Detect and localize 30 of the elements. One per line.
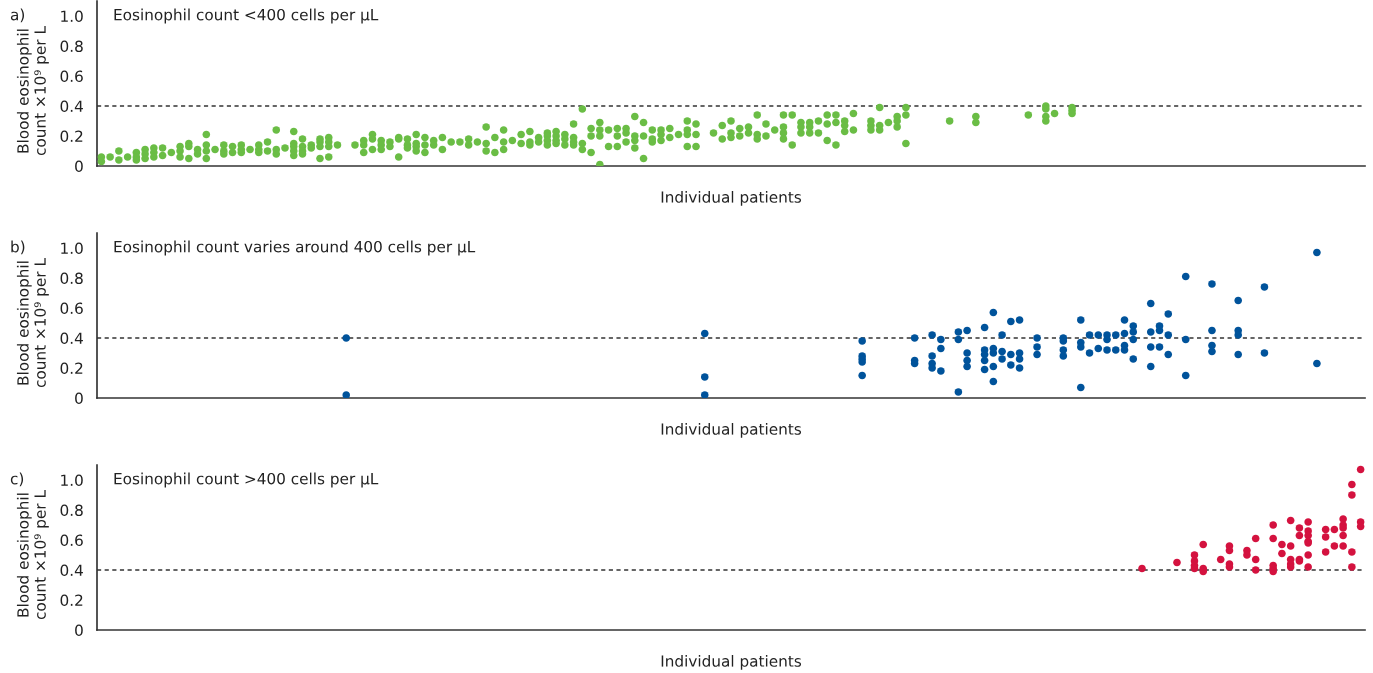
y-tick-label: 0 bbox=[75, 392, 83, 405]
y-tick-label: 0.2 bbox=[60, 594, 83, 607]
y-tick-label: 0.8 bbox=[60, 504, 83, 517]
text: c) bbox=[10, 472, 24, 487]
x-axis-title: Individual patients bbox=[661, 655, 802, 670]
y-tick-label: 0.8 bbox=[60, 40, 83, 53]
y-tick-label: 1.0 bbox=[61, 10, 83, 23]
y-tick-label: 0.6 bbox=[60, 70, 83, 83]
y-axis-title: Blood eosinophil count ×10⁹ per L bbox=[16, 490, 49, 620]
chart-title: Eosinophil count varies around 400 cells per μL bbox=[114, 240, 476, 256]
y-tick-label: 0.6 bbox=[60, 302, 83, 315]
y-tick-label: 0.4 bbox=[60, 332, 83, 345]
x-axis-title: Individual patients bbox=[661, 423, 802, 438]
chart-title: Eosinophil count <400 cells per μL bbox=[114, 8, 379, 24]
y-tick-label: 0.6 bbox=[60, 534, 83, 547]
y-tick-label: 0 bbox=[75, 624, 83, 637]
y-axis-title: Blood eosinophil count ×10⁹ per L bbox=[16, 26, 49, 156]
y-tick-label: 0.4 bbox=[60, 564, 83, 577]
text: a) bbox=[10, 8, 25, 23]
y-tick-label: 0.8 bbox=[60, 272, 83, 285]
y-tick-label: 0.4 bbox=[60, 100, 83, 113]
x-axis-title: Individual patients bbox=[661, 191, 802, 206]
y-tick-label: 1.0 bbox=[61, 474, 83, 487]
y-tick-label: 1.0 bbox=[61, 242, 83, 255]
chart-title: Eosinophil count >400 cells per μL bbox=[114, 472, 379, 488]
y-tick-label: 0 bbox=[75, 160, 83, 173]
y-axis-title: Blood eosinophil count ×10⁹ per L bbox=[16, 258, 49, 388]
y-tick-label: 0.2 bbox=[60, 130, 83, 143]
y-tick-label: 0.2 bbox=[60, 362, 83, 375]
text: b) bbox=[11, 240, 25, 255]
